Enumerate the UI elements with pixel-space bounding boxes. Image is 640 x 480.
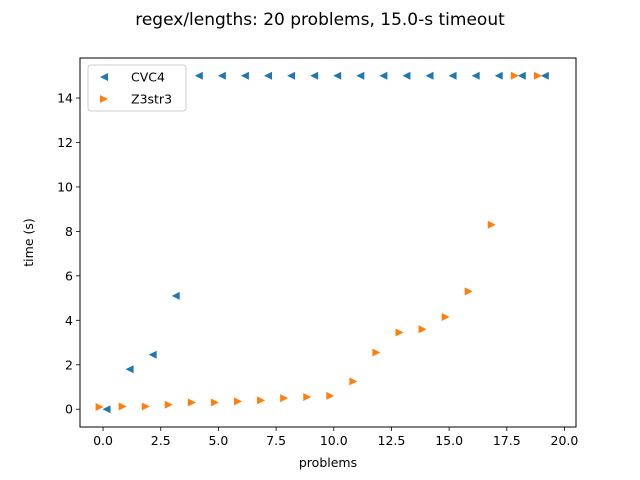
data-point (326, 391, 335, 400)
x-tick-label: 17.5 (493, 433, 521, 448)
data-point (303, 392, 312, 401)
data-point (379, 71, 388, 80)
legend: CVC4 Z3str3 (87, 64, 187, 112)
y-tick-label: 0 (65, 402, 73, 417)
data-point (210, 398, 219, 407)
data-point (148, 350, 157, 359)
data-point (540, 71, 549, 80)
data-point (418, 325, 427, 334)
data-point (494, 71, 503, 80)
data-point (240, 71, 249, 80)
data-point (487, 220, 496, 229)
axes-frame (79, 57, 577, 428)
data-point (402, 71, 411, 80)
data-point (257, 396, 266, 405)
chart-title: regex/lengths: 20 problems, 15.0-s timeo… (135, 10, 505, 30)
x-tick-label: 12.5 (378, 433, 406, 448)
legend-entry: Z3str3 (131, 92, 172, 107)
data-point (510, 71, 519, 80)
series-cvc4 (102, 71, 549, 414)
series-z3str3 (95, 71, 542, 411)
data-point (187, 398, 196, 407)
data-point (425, 71, 434, 80)
y-tick-label: 6 (65, 268, 73, 283)
y-tick-label: 2 (65, 357, 73, 372)
data-point (171, 291, 180, 300)
legend-entry: CVC4 (131, 70, 165, 85)
y-tick-label: 8 (65, 224, 73, 239)
data-point (395, 328, 404, 337)
data-point (164, 400, 173, 409)
data-point (441, 312, 450, 321)
data-point (448, 71, 457, 80)
y-tick-label: 4 (65, 313, 73, 328)
data-point (234, 397, 243, 406)
data-marks (95, 71, 549, 414)
x-axis: 0.0 2.5 5.0 7.5 10.0 12.5 15.0 17.5 20.0 (93, 427, 578, 448)
y-tick-label: 10 (57, 179, 73, 194)
data-point (372, 348, 381, 357)
plot-area (80, 58, 576, 427)
y-tick-label: 12 (57, 135, 73, 150)
x-tick-label: 5.0 (208, 433, 228, 448)
data-point (310, 71, 319, 80)
legend-box (87, 64, 187, 112)
data-point (349, 377, 358, 386)
y-tick-label: 14 (57, 91, 73, 106)
data-point (356, 71, 365, 80)
data-point (95, 402, 104, 411)
legend-marker (100, 95, 108, 103)
data-point (333, 71, 342, 80)
x-axis-label: problems (299, 455, 357, 470)
x-tick-label: 15.0 (435, 433, 463, 448)
x-tick-label: 0.0 (93, 433, 113, 448)
data-point (517, 71, 526, 80)
x-tick-label: 2.5 (151, 433, 171, 448)
data-point (471, 71, 480, 80)
legend-marker (100, 73, 108, 81)
data-point (464, 287, 473, 296)
data-point (102, 405, 111, 414)
data-point (125, 365, 134, 374)
x-tick-label: 7.5 (266, 433, 286, 448)
data-point (217, 71, 226, 80)
y-axis-label: time (s) (21, 218, 36, 266)
data-point (118, 402, 127, 411)
data-point (287, 71, 296, 80)
data-point (141, 402, 150, 411)
data-point (264, 71, 273, 80)
x-tick-label: 20.0 (551, 433, 579, 448)
data-point (194, 71, 203, 80)
x-tick-label: 10.0 (320, 433, 348, 448)
data-point (280, 394, 289, 403)
y-axis: 0 2 4 6 8 10 12 14 (57, 91, 80, 417)
data-point (533, 71, 542, 80)
